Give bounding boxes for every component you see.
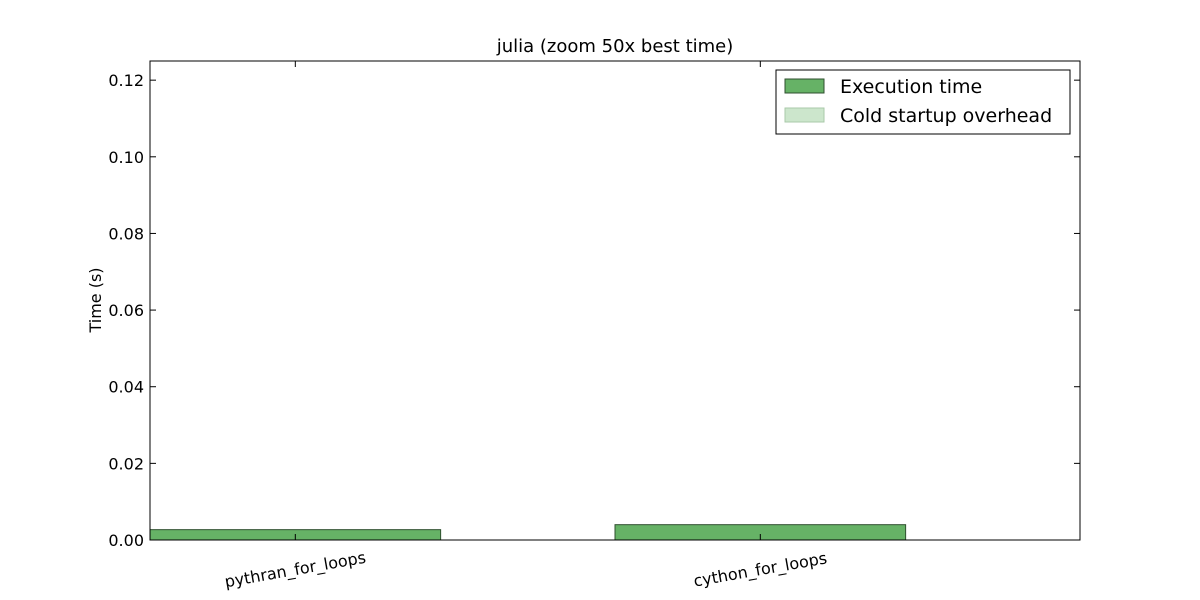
y-ticks-group: 0.00 0.02 0.04 0.06 0.08 0.10 0.12: [108, 71, 1080, 550]
y-tick-label: 0.00: [108, 531, 144, 550]
y-tick-label: 0.02: [108, 454, 144, 473]
legend: Execution time Cold startup overhead: [775, 69, 1071, 135]
legend-label-execution-time: Execution time: [840, 76, 982, 98]
legend-swatch-execution-time: [784, 78, 825, 94]
y-axis-label: Time (s): [86, 267, 105, 333]
legend-label-cold-startup-overhead: Cold startup overhead: [840, 105, 1052, 127]
legend-swatch-cold-startup-overhead: [784, 107, 825, 123]
y-tick-label: 0.06: [108, 301, 144, 320]
chart-title: julia (zoom 50x best time): [496, 36, 734, 57]
y-tick-label: 0.08: [108, 224, 144, 243]
plot-frame: [149, 60, 1081, 541]
y-tick-label: 0.10: [108, 148, 144, 167]
y-tick-label: 0.04: [108, 378, 144, 397]
y-tick-label: 0.12: [108, 71, 144, 90]
legend-box: [775, 69, 1071, 135]
